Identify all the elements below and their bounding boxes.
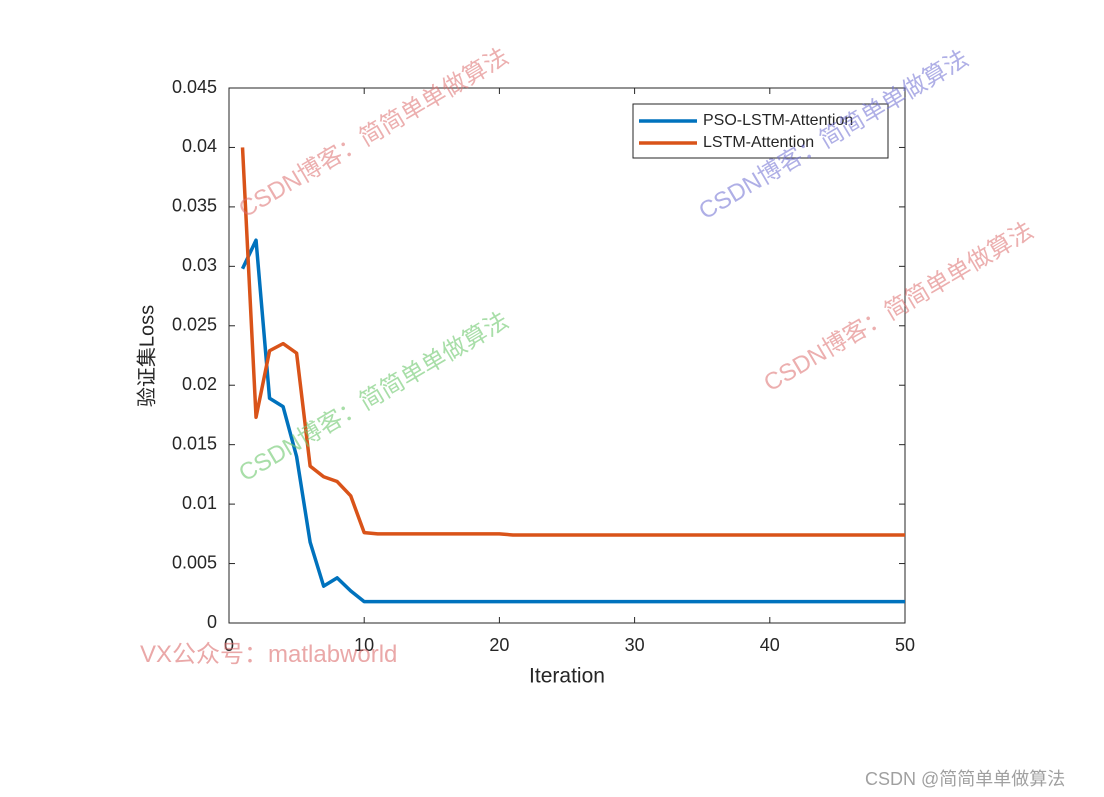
y-tick-label: 0.01 [182, 493, 217, 513]
y-tick-label: 0.005 [172, 552, 217, 572]
x-tick-label: 20 [489, 635, 509, 655]
y-tick-label: 0 [207, 612, 217, 632]
line-series [240, 147, 905, 537]
y-tick-label: 0.025 [172, 315, 217, 335]
x-axis-label: Iteration [529, 665, 605, 688]
y-tick-label: 0.03 [182, 255, 217, 275]
x-tick-label: 0 [224, 635, 234, 655]
x-tick-label: 30 [625, 635, 645, 655]
x-tick-label: 50 [895, 635, 915, 655]
y-tick-label: 0.02 [182, 374, 217, 394]
legend-box [632, 103, 889, 159]
y-tick-label: 0.045 [172, 77, 217, 97]
y-tick-label: 0.035 [172, 196, 217, 216]
x-tick-label: 40 [760, 635, 780, 655]
line-series [240, 238, 905, 604]
y-axis-label: 验证集Loss [135, 305, 158, 407]
legend-label: LSTM-Attention [703, 134, 814, 151]
y-tick-label: 0.04 [182, 136, 217, 156]
legend-label: PSO-LSTM-Attention [703, 112, 853, 129]
x-tick-label: 10 [354, 635, 374, 655]
watermark: VX公众号：matlabworld [140, 641, 397, 668]
watermark: CSDN @简简单单做算法 [865, 769, 1065, 789]
y-tick-label: 0.015 [172, 433, 217, 453]
